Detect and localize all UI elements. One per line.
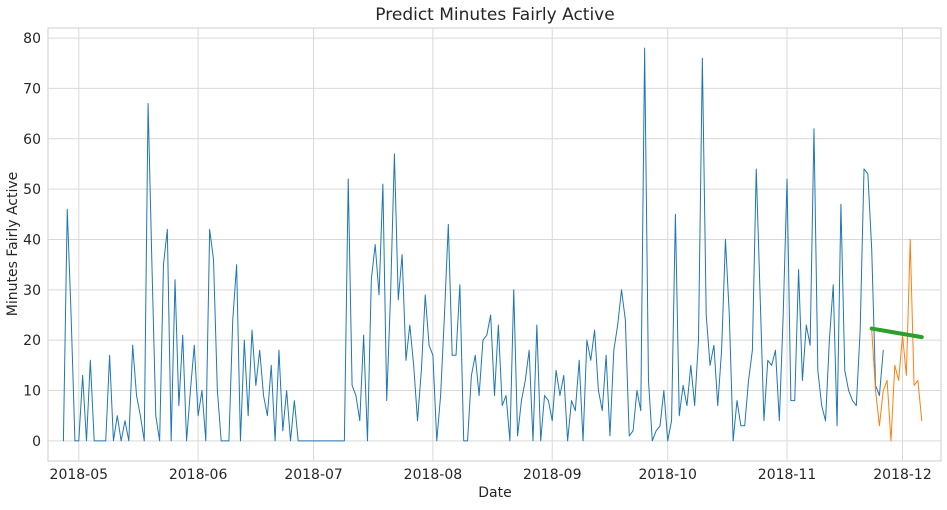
x-tick-label: 2018-12: [873, 467, 932, 483]
x-tick-label: 2018-09: [523, 467, 582, 483]
series-lines: [62, 47, 924, 442]
x-tick-label: 2018-07: [284, 467, 343, 483]
series-line-2: [871, 238, 923, 442]
y-tick-label: 30: [23, 283, 41, 299]
x-tick-label: 2018-06: [169, 467, 228, 483]
y-tick-label: 70: [23, 81, 41, 97]
y-tick-label: 20: [23, 333, 41, 349]
chart-title: Predict Minutes Fairly Active: [375, 5, 614, 25]
y-tick-label: 0: [32, 434, 41, 450]
x-tick-label: 2018-05: [50, 467, 109, 483]
x-tick-label: 2018-10: [638, 467, 697, 483]
y-tick-label: 50: [23, 182, 41, 198]
series-line-1: [62, 47, 884, 442]
x-tick-label: 2018-11: [758, 467, 817, 483]
y-axis-label: Minutes Fairly Active: [5, 172, 21, 316]
tick-labels: 0 10 20 30 40 50 60 70 80 2018-05 2018-06 2018-07 20…: [23, 31, 932, 483]
x-axis-label: Date: [478, 485, 511, 501]
x-tick-label: 2018-08: [404, 467, 463, 483]
y-tick-label: 80: [23, 31, 41, 47]
y-tick-label: 10: [23, 384, 41, 400]
y-tick-label: 60: [23, 132, 41, 148]
series-line-3: [869, 326, 924, 340]
y-tick-label: 40: [23, 232, 41, 248]
